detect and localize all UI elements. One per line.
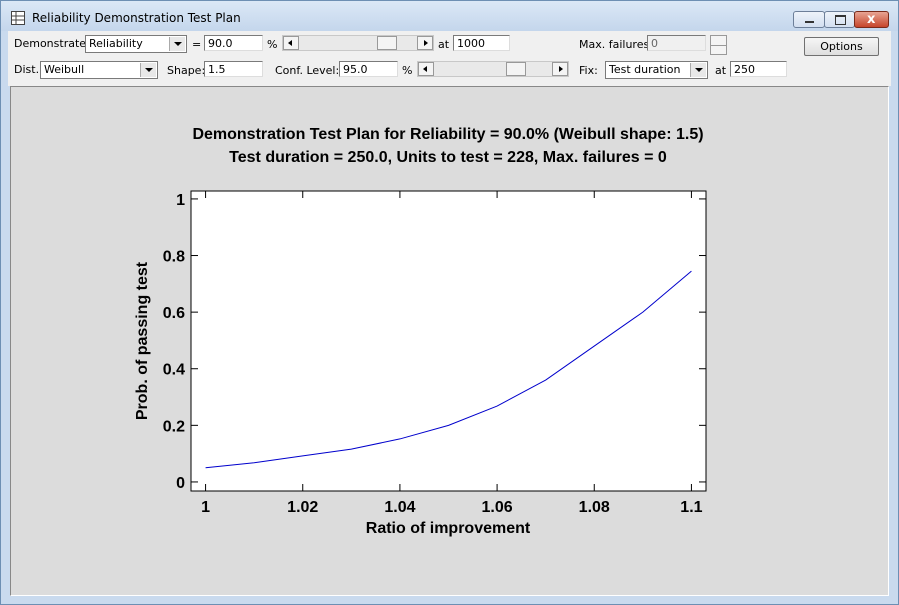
chart-title: Demonstration Test Plan for Reliability … <box>192 126 703 143</box>
reliability-scrollbar[interactable] <box>282 35 434 51</box>
label: Conf. Level: <box>275 64 340 77</box>
y-tick-label: 0.4 <box>163 362 185 379</box>
shape-input[interactable]: 1.5 <box>204 61 263 77</box>
x-tick-label: 1 <box>201 499 210 516</box>
combo-value: Reliability <box>89 37 143 50</box>
y-tick-label: 1 <box>176 192 185 209</box>
chart-subtitle: Test duration = 250.0, Units to test = 2… <box>229 149 667 166</box>
x-axis-label: Ratio of improvement <box>366 520 531 537</box>
label: Max. failures: <box>579 38 653 51</box>
toolbar: Demonstrate: Reliability = 90.0 % at 100… <box>8 31 891 86</box>
combo-value: Test duration <box>609 63 681 76</box>
options-button[interactable]: Options <box>804 37 879 56</box>
label: Shape: <box>167 64 206 77</box>
label: at <box>438 38 450 51</box>
distribution-combo[interactable]: Weibull <box>40 61 158 79</box>
x-tick-label: 1.04 <box>384 499 415 516</box>
fix-combo[interactable]: Test duration <box>605 61 708 79</box>
label: = <box>192 38 202 51</box>
label: Dist.: <box>14 63 43 76</box>
fix-at-input[interactable]: 250 <box>730 61 787 77</box>
title-bar: Reliability Demonstration Test Plan x <box>1 1 898 31</box>
max-failures-input[interactable]: 0 <box>647 35 706 51</box>
x-tick-label: 1.1 <box>680 499 702 516</box>
label: at <box>715 64 727 77</box>
plot-area <box>190 190 707 492</box>
x-tick-label: 1.06 <box>482 499 513 516</box>
label: % <box>402 64 413 77</box>
time-input[interactable]: 1000 <box>453 35 510 51</box>
reliability-input[interactable]: 90.0 <box>204 35 263 51</box>
x-tick-label: 1.08 <box>579 499 610 516</box>
y-axis-label: Prob. of passing test <box>134 261 151 420</box>
x-tick-label: 1.02 <box>287 499 318 516</box>
y-tick-label: 0.2 <box>163 418 185 435</box>
app-icon <box>11 11 25 25</box>
combo-value: Weibull <box>44 63 85 76</box>
label: Fix: <box>579 64 598 77</box>
data-line <box>205 270 692 469</box>
y-tick-label: 0.6 <box>163 305 185 322</box>
confidence-input[interactable]: 95.0 <box>339 61 398 77</box>
y-tick-label: 0.8 <box>163 249 185 266</box>
spinner[interactable] <box>710 35 727 55</box>
window-title: Reliability Demonstration Test Plan <box>32 11 241 25</box>
label: Demonstrate: <box>14 37 90 50</box>
y-tick-label: 0 <box>176 475 185 492</box>
demonstrate-combo[interactable]: Reliability <box>85 35 187 53</box>
confidence-scrollbar[interactable] <box>417 61 569 77</box>
close-button[interactable]: x <box>854 11 889 28</box>
label: % <box>267 38 278 51</box>
